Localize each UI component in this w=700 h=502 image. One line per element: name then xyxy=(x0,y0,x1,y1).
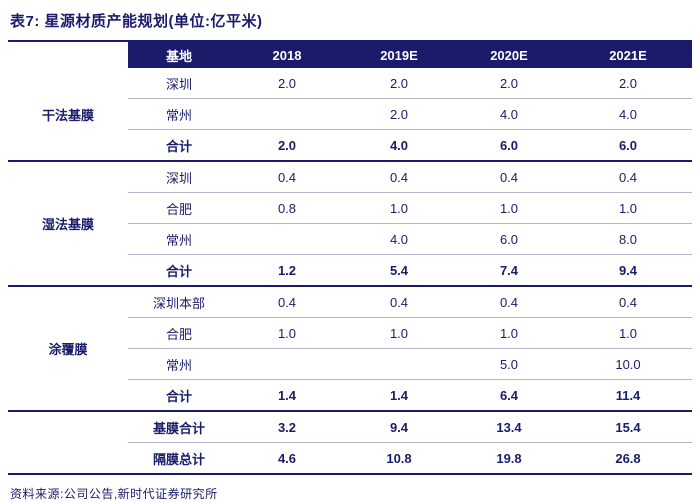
capacity-table: 基地 2018 2019E 2020E 2021E 干法基膜 深圳 2.0 2.… xyxy=(8,40,692,475)
subtotal-row: 合计 2.0 4.0 6.0 6.0 xyxy=(8,129,692,162)
value-cell: 11.4 xyxy=(564,379,692,412)
value-cell: 1.0 xyxy=(454,192,564,224)
page-title: 表7: 星源材质产能规划(单位:亿平米) xyxy=(10,13,263,30)
value-cell: 4.0 xyxy=(564,98,692,130)
summary-row-base-film-total: 基膜合计 3.2 9.4 13.4 15.4 xyxy=(8,411,692,443)
value-cell: 1.2 xyxy=(230,254,344,287)
value-cell: 0.4 xyxy=(230,286,344,318)
value-cell: 5.4 xyxy=(344,254,454,287)
table-row: 干法基膜 深圳 2.0 2.0 2.0 2.0 xyxy=(8,68,692,162)
summary-label: 基膜合计 xyxy=(128,411,230,443)
base-cell: 常州 xyxy=(128,98,230,130)
table-row: 涂覆膜 深圳本部 0.4 0.4 0.4 0.4 xyxy=(8,286,692,412)
summary-label: 隔膜总计 xyxy=(128,442,230,474)
col-header-2019e: 2019E xyxy=(344,41,454,68)
value-cell: 1.0 xyxy=(454,317,564,349)
value-cell: 2.0 xyxy=(344,68,454,99)
value-cell xyxy=(230,223,344,255)
table-row: 合肥 0.8 1.0 1.0 1.0 xyxy=(8,192,692,224)
header-row: 基地 2018 2019E 2020E 2021E xyxy=(8,41,692,68)
value-cell: 0.4 xyxy=(454,286,564,318)
value-cell: 6.0 xyxy=(564,129,692,162)
base-cell: 深圳 xyxy=(128,68,230,99)
source-note: 资料来源:公司公告,新时代证券研究所 xyxy=(10,487,218,501)
subtotal-label: 合计 xyxy=(128,379,230,412)
base-cell: 深圳 xyxy=(128,161,230,193)
table-row: 常州 4.0 6.0 8.0 xyxy=(8,223,692,255)
value-cell: 3.2 xyxy=(230,411,344,443)
value-cell: 0.4 xyxy=(564,161,692,193)
col-header-base: 基地 xyxy=(128,41,230,68)
value-cell: 4.0 xyxy=(454,98,564,130)
group-label-wet-base-film: 湿法基膜 xyxy=(8,161,128,287)
value-cell: 10.8 xyxy=(344,442,454,474)
base-cell: 深圳本部 xyxy=(128,286,230,318)
table-row: 常州 2.0 4.0 4.0 xyxy=(8,98,692,130)
base-cell: 合肥 xyxy=(128,192,230,224)
value-cell: 2.0 xyxy=(344,98,454,130)
value-cell: 7.4 xyxy=(454,254,564,287)
value-cell: 26.8 xyxy=(564,442,692,474)
empty-cell xyxy=(8,442,128,474)
value-cell: 2.0 xyxy=(564,68,692,99)
table-row: 合肥 1.0 1.0 1.0 1.0 xyxy=(8,317,692,349)
subtotal-row: 合计 1.2 5.4 7.4 9.4 xyxy=(8,254,692,287)
value-cell: 8.0 xyxy=(564,223,692,255)
value-cell: 10.0 xyxy=(564,348,692,380)
value-cell: 0.4 xyxy=(344,286,454,318)
value-cell xyxy=(344,348,454,380)
subtotal-label: 合计 xyxy=(128,129,230,162)
value-cell: 2.0 xyxy=(454,68,564,99)
value-cell: 0.4 xyxy=(454,161,564,193)
value-cell: 4.0 xyxy=(344,223,454,255)
value-cell: 1.4 xyxy=(230,379,344,412)
table-row: 湿法基膜 深圳 0.4 0.4 0.4 0.4 xyxy=(8,161,692,287)
col-header-2020e: 2020E xyxy=(454,41,564,68)
value-cell: 2.0 xyxy=(230,129,344,162)
header-corner-cell xyxy=(8,41,128,68)
value-cell: 0.4 xyxy=(230,161,344,193)
col-header-2018: 2018 xyxy=(230,41,344,68)
value-cell: 0.4 xyxy=(564,286,692,318)
value-cell: 1.0 xyxy=(344,317,454,349)
value-cell xyxy=(230,348,344,380)
value-cell: 1.0 xyxy=(344,192,454,224)
col-header-2021e: 2021E xyxy=(564,41,692,68)
subtotal-label: 合计 xyxy=(128,254,230,287)
value-cell: 0.4 xyxy=(344,161,454,193)
value-cell: 9.4 xyxy=(344,411,454,443)
value-cell: 5.0 xyxy=(454,348,564,380)
empty-cell xyxy=(8,411,128,443)
summary-row-separator-total: 隔膜总计 4.6 10.8 19.8 26.8 xyxy=(8,442,692,474)
subtotal-row: 合计 1.4 1.4 6.4 11.4 xyxy=(8,379,692,412)
value-cell: 19.8 xyxy=(454,442,564,474)
value-cell: 1.0 xyxy=(230,317,344,349)
group-label-dry-base-film: 干法基膜 xyxy=(8,68,128,162)
value-cell: 9.4 xyxy=(564,254,692,287)
value-cell: 6.0 xyxy=(454,129,564,162)
value-cell: 4.0 xyxy=(344,129,454,162)
value-cell: 1.0 xyxy=(564,192,692,224)
value-cell: 2.0 xyxy=(230,68,344,99)
value-cell: 6.4 xyxy=(454,379,564,412)
value-cell: 1.4 xyxy=(344,379,454,412)
value-cell xyxy=(230,98,344,130)
base-cell: 常州 xyxy=(128,223,230,255)
value-cell: 4.6 xyxy=(230,442,344,474)
group-label-coated-film: 涂覆膜 xyxy=(8,286,128,412)
base-cell: 合肥 xyxy=(128,317,230,349)
value-cell: 15.4 xyxy=(564,411,692,443)
table-row: 常州 5.0 10.0 xyxy=(8,348,692,380)
value-cell: 1.0 xyxy=(564,317,692,349)
value-cell: 0.8 xyxy=(230,192,344,224)
value-cell: 13.4 xyxy=(454,411,564,443)
base-cell: 常州 xyxy=(128,348,230,380)
value-cell: 6.0 xyxy=(454,223,564,255)
